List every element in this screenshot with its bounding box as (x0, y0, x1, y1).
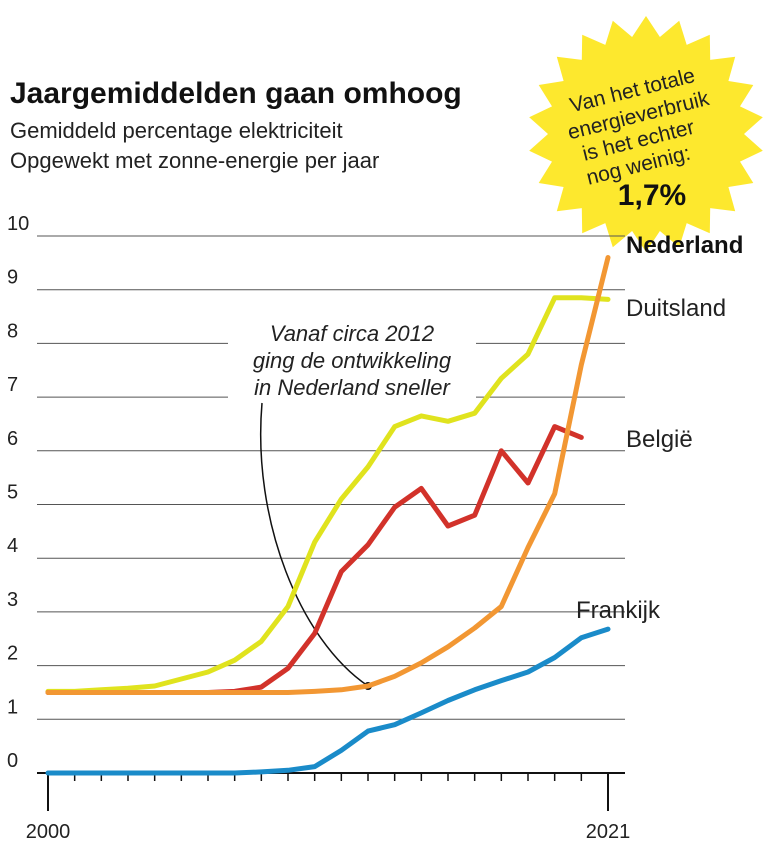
annotation-line-1: Vanaf circa 2012 (270, 321, 434, 346)
y-axis-ticks: 0 1 2 3 4 5 6 7 8 9 10 (7, 213, 29, 772)
label-duitsland: Duitsland (626, 295, 726, 322)
chart-subtitle-line-1: Gemiddeld percentage elektriciteit (10, 118, 343, 143)
burst-value: 1,7% (618, 179, 686, 212)
y-tick-label: 0 (7, 750, 18, 772)
y-tick-label: 9 (7, 267, 18, 289)
y-tick-label: 1 (7, 696, 18, 718)
y-tick-label: 2 (7, 643, 18, 665)
chart-title: Jaargemiddelden gaan omhoog (10, 77, 462, 110)
annotation-background (228, 318, 476, 404)
y-tick-label: 8 (7, 320, 18, 342)
label-belgie: België (626, 426, 693, 453)
series-line-belgi (45, 424, 584, 695)
y-tick-label: 3 (7, 589, 18, 611)
series-line-nederland (45, 255, 611, 695)
series-lines (45, 255, 611, 776)
x-axis: 2000 2021 (26, 772, 631, 841)
x-tick-label: 2021 (586, 821, 631, 841)
y-tick-label: 5 (7, 482, 18, 504)
y-tick-label: 6 (7, 428, 18, 450)
y-tick-label: 10 (7, 213, 29, 235)
label-nederland: Nederland (626, 232, 743, 259)
x-tick-label: 2000 (26, 821, 71, 841)
series-line-duitsland (45, 295, 611, 694)
annotation-line-3: in Nederland sneller (254, 375, 451, 400)
annotation-leader-line (259, 402, 369, 687)
sunburst-callout-shape (529, 16, 763, 252)
series-line-frankijk (45, 626, 611, 776)
y-tick-label: 4 (7, 535, 18, 557)
label-frankijk: Frankijk (576, 597, 661, 624)
y-tick-label: 7 (7, 374, 18, 396)
chart-subtitle-line-2: Opgewekt met zonne-energie per jaar (10, 148, 379, 173)
annotation-line-2: ging de ontwikkeling (253, 348, 452, 373)
